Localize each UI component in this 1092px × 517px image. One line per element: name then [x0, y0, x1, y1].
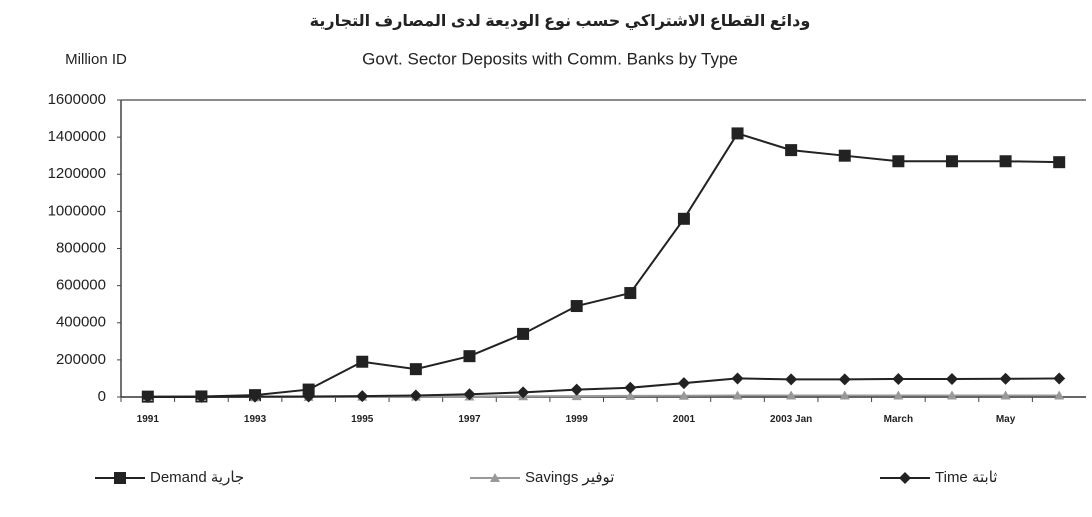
x-tick-label: 1997	[458, 414, 481, 425]
data-point	[463, 388, 476, 401]
data-point	[785, 144, 798, 157]
x-tick-label: 2003 Jan	[769, 414, 813, 425]
legend-label: Savings توفير	[525, 469, 614, 486]
data-point	[517, 327, 530, 340]
data-point	[356, 390, 369, 403]
data-point	[195, 391, 208, 403]
x-tick-label: 1999	[565, 414, 588, 425]
data-point	[141, 391, 154, 403]
chart-subtitle: Govt. Sector Deposits with Comm. Banks b…	[362, 49, 738, 68]
data-point	[892, 155, 905, 168]
data-point	[945, 155, 958, 168]
legend-marker	[114, 472, 126, 484]
y-tick-label: 1600000	[48, 91, 106, 108]
data-point	[945, 372, 958, 385]
data-point	[999, 372, 1012, 385]
x-tick-label: 1995	[351, 414, 374, 425]
data-point	[570, 383, 583, 396]
x-tick-label: March	[883, 414, 914, 425]
y-axis-label: Million ID	[65, 51, 127, 68]
x-tick-label: 1991	[136, 414, 159, 425]
data-point	[732, 390, 743, 400]
y-tick-label: 1200000	[48, 165, 106, 182]
data-point	[893, 390, 904, 400]
legend-marker	[490, 473, 500, 482]
data-point	[677, 377, 690, 390]
data-point	[624, 287, 637, 300]
y-tick-label: 400000	[56, 314, 106, 331]
x-tick-label: 1993	[243, 414, 267, 425]
y-tick-label: 800000	[56, 239, 106, 256]
data-point	[1054, 390, 1065, 400]
data-point	[839, 390, 850, 400]
legend-label: Time ثابتة	[935, 469, 997, 486]
data-point	[786, 390, 797, 400]
data-point	[785, 373, 798, 386]
data-point	[731, 372, 744, 385]
chart-title: ودائع القطاع الاشتراكي حسب نوع الوديعة ل…	[310, 13, 811, 31]
series-line	[147, 132, 1060, 398]
data-point	[409, 389, 422, 402]
data-point	[731, 127, 744, 140]
data-point	[999, 155, 1012, 168]
data-point	[892, 372, 905, 385]
data-point	[946, 390, 957, 400]
legend-marker	[899, 472, 911, 484]
data-point	[838, 149, 851, 162]
data-point	[409, 363, 422, 376]
data-point	[517, 386, 530, 399]
series-line	[147, 377, 1060, 398]
data-point	[624, 381, 637, 394]
data-point	[356, 355, 369, 368]
y-tick-label: 1000000	[48, 202, 106, 219]
y-tick-label: 200000	[56, 351, 106, 368]
data-point	[678, 390, 689, 400]
data-point	[249, 390, 262, 403]
y-tick-label: 0	[98, 388, 106, 405]
y-tick-label: 1400000	[48, 128, 106, 145]
data-point	[838, 373, 851, 386]
data-point	[1053, 372, 1066, 385]
data-point	[677, 212, 690, 225]
x-tick-label: 2001	[672, 414, 696, 425]
data-point	[302, 390, 315, 403]
data-point	[463, 350, 476, 363]
data-point	[570, 300, 583, 313]
legend-label: Demand جارية	[150, 469, 244, 486]
data-point	[625, 390, 636, 400]
y-tick-label: 600000	[56, 277, 106, 294]
data-point	[1053, 156, 1066, 169]
data-point	[302, 383, 315, 396]
data-point	[1000, 390, 1011, 400]
x-tick-label: May	[995, 414, 1016, 425]
